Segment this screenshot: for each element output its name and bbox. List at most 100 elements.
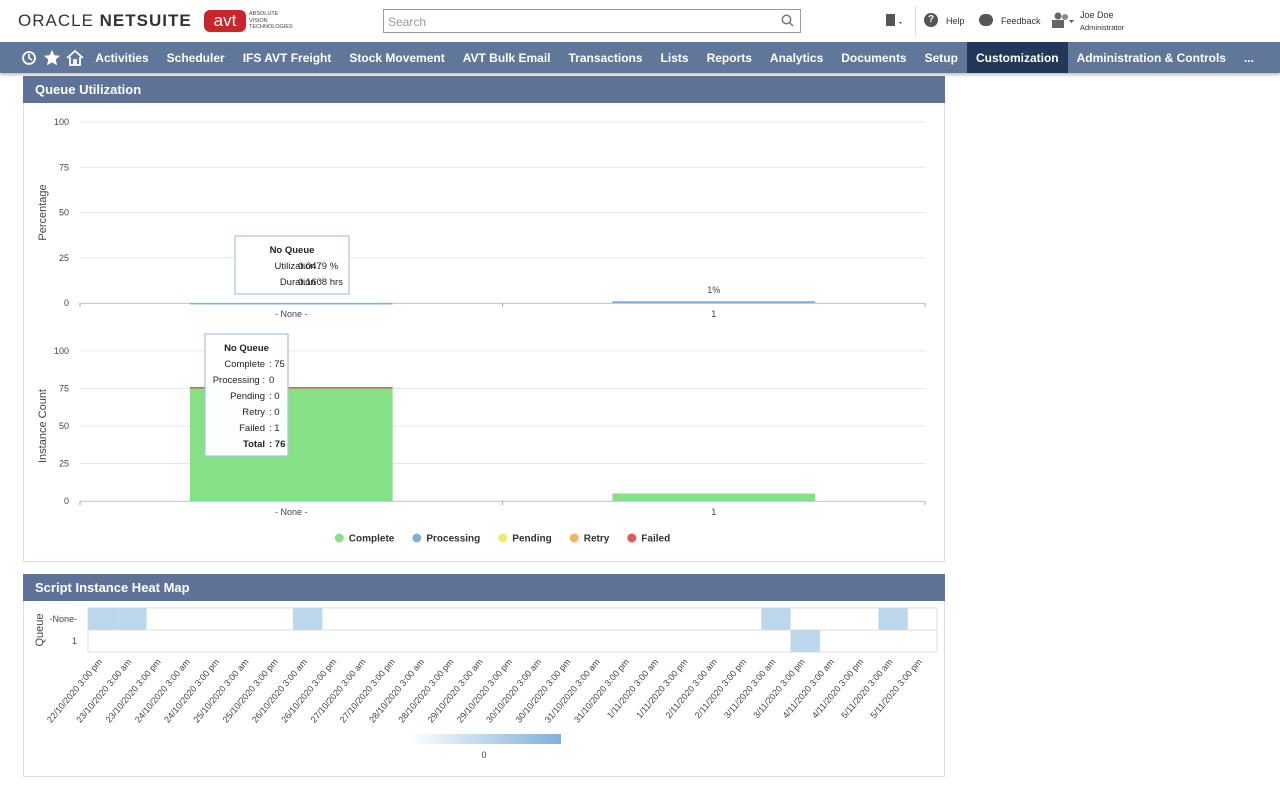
tooltip-label: Retry: [242, 407, 265, 418]
tooltip-value: : 0: [269, 407, 280, 418]
legend-label: Complete: [349, 534, 395, 545]
nav-item[interactable]: Setup: [924, 50, 958, 65]
tooltip-value: : 1: [269, 423, 280, 434]
nav-item[interactable]: Customization: [966, 42, 1068, 73]
tooltip-label: Total: [243, 439, 265, 450]
colorbar: [410, 734, 561, 744]
heat-cell: [117, 608, 147, 630]
y-tick-label: 75: [59, 384, 69, 394]
help-icon[interactable]: ?: [924, 13, 938, 27]
tooltip-label: Failed: [239, 423, 265, 434]
divider: [915, 6, 916, 36]
search-placeholder: Search: [388, 15, 427, 29]
legend-label: Pending: [512, 534, 551, 545]
logo-oracle: ORACLE: [18, 11, 94, 30]
y-tick-label: 0: [64, 298, 69, 308]
tooltip-value: : 0: [269, 391, 280, 402]
nav-item[interactable]: Activities: [95, 50, 149, 65]
tooltip-label: Processing :: [213, 375, 265, 386]
home-icon[interactable]: [64, 42, 87, 73]
panel-header: [23, 574, 945, 601]
x-tick-label: - None -: [275, 309, 308, 319]
recent-icon[interactable]: [18, 42, 41, 73]
y-tick-label: 100: [54, 117, 69, 127]
x-tick-label: 1: [711, 507, 716, 517]
heat-cell: [761, 608, 791, 630]
bar: [612, 301, 816, 303]
heat-cell: [88, 608, 118, 630]
legend-label: Failed: [641, 534, 670, 545]
y-tick-label: 1: [72, 636, 77, 646]
panel-title: Script Instance Heat Map: [35, 580, 190, 595]
tooltip-label: Complete: [224, 359, 265, 370]
tooltip-value: 0.0479 %: [298, 261, 339, 272]
tooltip-title: No Queue: [224, 343, 269, 354]
nav-item[interactable]: Reports: [706, 50, 752, 65]
tooltip-value: : 76: [269, 439, 285, 450]
y-tick-label: 100: [54, 346, 69, 356]
y-axis-title: Instance Count: [37, 389, 49, 463]
nav-item[interactable]: Transactions: [568, 50, 643, 65]
heat-cell: [878, 608, 908, 630]
panel-header: [23, 76, 945, 103]
nav-items: Activities Scheduler IFS AVT Freight Stock …: [86, 42, 1235, 73]
nav-item[interactable]: AVT Bulk Email: [462, 50, 551, 65]
favorites-icon[interactable]: [41, 42, 64, 73]
tooltip-label: Pending: [230, 391, 265, 402]
help-link[interactable]: Help: [946, 16, 965, 26]
bar-segment: [189, 387, 393, 389]
tooltip-label: Utilization :: [275, 261, 321, 272]
nav-item[interactable]: Documents: [841, 50, 907, 65]
tooltip-title: No Queue: [270, 245, 315, 256]
legend-marker: [334, 533, 344, 543]
legend: Complete Processing Pending Retry Failed: [334, 533, 670, 545]
legend-label: Processing: [426, 534, 480, 545]
y-tick-label: 25: [59, 253, 69, 263]
legend-marker: [569, 533, 579, 543]
search-icon[interactable]: [781, 14, 794, 27]
bar-segment: [612, 493, 816, 501]
y-tick-label: 0: [64, 496, 69, 506]
feedback-icon[interactable]: [979, 14, 993, 26]
user-name[interactable]: Joe Doe: [1080, 10, 1114, 20]
tooltip-box: [234, 235, 350, 295]
x-tick-label: 1: [711, 309, 716, 319]
panel: [23, 76, 945, 562]
y-axis-title: Queue: [34, 613, 46, 646]
heat-cell: [292, 608, 323, 630]
brand-line: ABSOLUTE: [249, 11, 279, 17]
y-tick-label: 50: [59, 208, 69, 218]
tooltip-label: Duration :: [280, 277, 321, 288]
bar: [189, 302, 393, 305]
logo[interactable]: ORACLE NETSUITE: [18, 11, 192, 31]
search-box[interactable]: Search: [383, 9, 801, 33]
x-tick-label: - None -: [275, 507, 308, 517]
data-label: 1%: [707, 285, 720, 295]
nav-item[interactable]: Analytics: [769, 50, 824, 65]
create-icon[interactable]: [885, 13, 907, 29]
heat-cell: [790, 630, 820, 652]
user-icon[interactable]: [1050, 12, 1076, 28]
nav-item[interactable]: Administration & Controls: [1076, 50, 1226, 65]
user-role: Administrator: [1080, 23, 1125, 32]
brand-logo: avt: [204, 10, 246, 32]
y-tick-label: 25: [59, 459, 69, 469]
panel-title: Queue Utilization: [35, 82, 141, 97]
brand-line: TECHNOLOGIES: [249, 24, 293, 30]
nav-more[interactable]: ...: [1243, 50, 1254, 65]
tooltip-box: [204, 333, 289, 457]
panel: [23, 574, 945, 777]
brand-sub: ABSOLUTE VISION TECHNOLOGIES: [249, 11, 293, 31]
tooltip-value: : 75: [269, 359, 285, 370]
navbar: Activities Scheduler IFS AVT Freight Stock …: [0, 42, 1280, 73]
y-tick-label: 50: [59, 421, 69, 431]
nav-item[interactable]: Scheduler: [166, 50, 225, 65]
colorbar-label: 0: [481, 750, 486, 760]
nav-item[interactable]: Stock Movement: [349, 50, 445, 65]
nav-item[interactable]: IFS AVT Freight: [242, 50, 332, 65]
logo-netsuite: NETSUITE: [99, 11, 192, 30]
feedback-link[interactable]: Feedback: [1001, 16, 1041, 26]
nav-item[interactable]: Lists: [660, 50, 689, 65]
y-axis-title: Percentage: [37, 184, 49, 240]
